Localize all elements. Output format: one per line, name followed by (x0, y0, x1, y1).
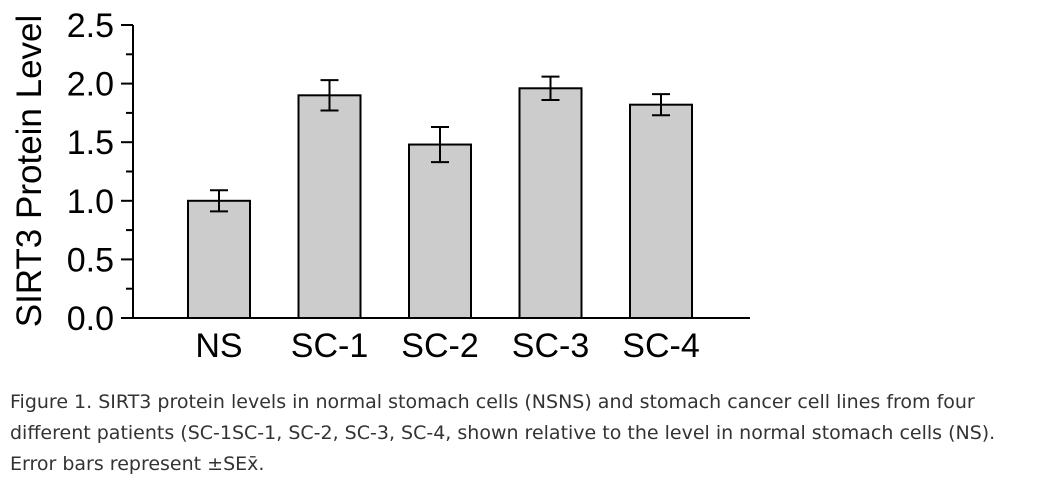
y-axis-label: SIRT3 Protein Level (10, 15, 49, 328)
y-tick-label: 0.0 (67, 300, 114, 338)
y-tick-label: 2.5 (67, 7, 114, 45)
y-tick-label: 2.0 (67, 66, 114, 104)
x-tick-labels: NS SC-1 SC-2 SC-3 SC-4 (195, 327, 699, 365)
bar-sc-1 (297, 94, 362, 319)
bar-sc-4 (629, 103, 693, 319)
x-tick-label: NS (195, 327, 242, 365)
figure-caption: Figure 1. SIRT3 protein levels in normal… (10, 387, 1046, 480)
y-tick-label: 0.5 (67, 241, 114, 279)
bar-sc-3 (518, 87, 583, 320)
x-tick-label: SC-2 (401, 327, 478, 365)
caption-line-2: different patients (SC-1SC-1, SC-2, SC-3… (10, 422, 996, 444)
bars (187, 87, 693, 320)
bar-ns (187, 199, 251, 319)
y-tick-label: 1.0 (67, 183, 114, 221)
bar-sc-2 (408, 143, 472, 319)
x-tick-label: SC-3 (512, 327, 589, 365)
caption-line-3: Error bars represent ±SEx̄. (10, 453, 265, 475)
caption-line-1: Figure 1. SIRT3 protein levels in normal… (10, 391, 975, 413)
x-tick-label: SC-1 (291, 327, 368, 365)
x-tick-label: SC-4 (622, 327, 699, 365)
error-bars (210, 75, 670, 213)
y-tick-label: 1.5 (67, 124, 114, 162)
y-ticks: 0.0 0.5 1.0 1.5 2.0 2.5 (67, 7, 133, 338)
bar-chart: SIRT3 Protein Level 0.0 0.5 1.0 1.5 2.0 2.5 N… (10, 7, 750, 365)
